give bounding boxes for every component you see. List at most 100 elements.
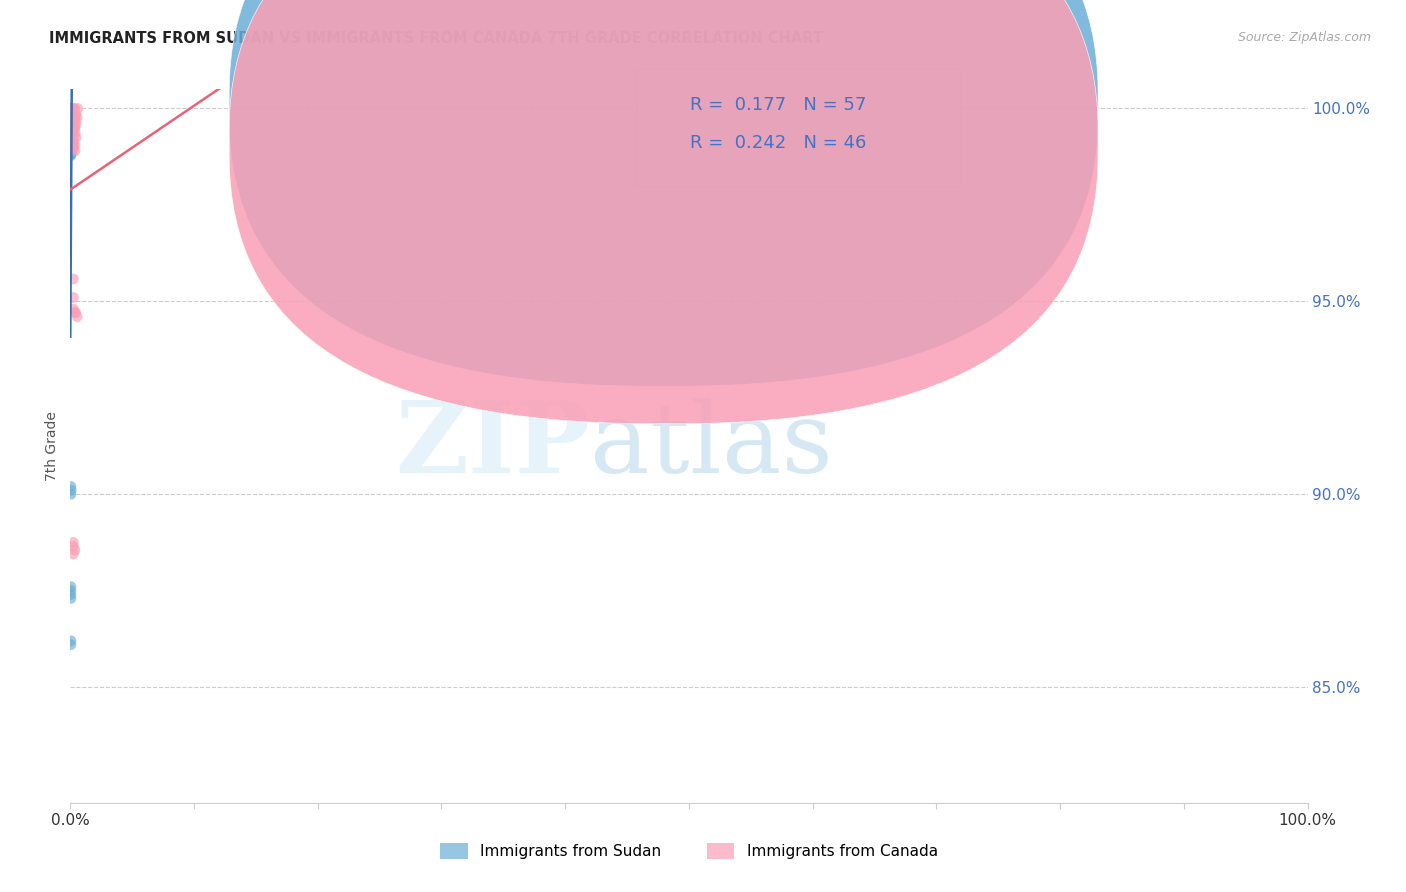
Point	[59, 591, 82, 606]
Point	[60, 134, 83, 148]
Point	[59, 117, 82, 131]
Point	[59, 121, 82, 136]
Point	[60, 483, 83, 498]
Point	[59, 580, 82, 594]
Point	[62, 108, 84, 122]
Point	[59, 487, 82, 501]
Point	[60, 119, 83, 133]
Point	[60, 118, 83, 132]
Point	[63, 102, 86, 116]
Point	[62, 105, 84, 120]
Point	[62, 122, 84, 136]
Point	[62, 120, 84, 135]
Point	[62, 113, 84, 128]
Text: R =  0.242   N = 46: R = 0.242 N = 46	[690, 134, 866, 152]
Point	[60, 138, 83, 153]
Point	[63, 112, 86, 127]
Point	[63, 543, 86, 558]
Point	[59, 125, 82, 139]
Point	[59, 136, 82, 151]
Point	[59, 136, 82, 151]
Point	[59, 140, 82, 154]
Text: IMMIGRANTS FROM SUDAN VS IMMIGRANTS FROM CANADA 7TH GRADE CORRELATION CHART: IMMIGRANTS FROM SUDAN VS IMMIGRANTS FROM…	[49, 31, 823, 46]
Point	[62, 535, 84, 549]
Point	[59, 638, 82, 652]
Point	[62, 111, 84, 125]
Point	[59, 120, 82, 134]
Point	[60, 105, 83, 120]
Point	[63, 144, 86, 158]
Point	[59, 139, 82, 153]
Point	[60, 136, 83, 150]
Point	[59, 147, 82, 161]
Point	[65, 116, 87, 130]
Point	[59, 145, 82, 160]
Point	[63, 138, 86, 153]
Point	[59, 111, 82, 125]
Point	[59, 124, 82, 138]
Point	[63, 115, 86, 129]
Point	[59, 144, 82, 158]
Point	[63, 305, 86, 319]
Point	[66, 310, 89, 324]
Point	[60, 112, 83, 127]
Point	[60, 102, 83, 116]
Point	[60, 128, 83, 143]
Point	[62, 539, 84, 553]
Point	[59, 110, 82, 124]
Point	[59, 113, 82, 128]
Point	[62, 142, 84, 156]
Point	[65, 107, 87, 121]
Point	[60, 120, 83, 135]
Point	[60, 133, 83, 147]
Y-axis label: 7th Grade: 7th Grade	[45, 411, 59, 481]
Point	[60, 107, 83, 121]
Text: atlas: atlas	[591, 398, 832, 494]
Point	[62, 119, 84, 133]
Point	[59, 142, 82, 156]
Point	[59, 102, 82, 116]
Point	[63, 120, 86, 134]
Point	[62, 117, 84, 131]
Point	[60, 103, 83, 118]
Point	[60, 125, 83, 139]
Point	[59, 141, 82, 155]
Point	[62, 132, 84, 146]
Point	[66, 102, 89, 116]
Point	[62, 102, 84, 116]
Point	[59, 133, 82, 147]
Point	[65, 130, 87, 145]
Point	[60, 131, 83, 145]
Point	[60, 132, 83, 146]
Point	[66, 110, 89, 124]
Point	[62, 547, 84, 561]
Point	[59, 130, 82, 145]
Point	[59, 148, 82, 162]
Point	[63, 127, 86, 141]
Point	[62, 291, 84, 305]
Point	[60, 125, 83, 139]
Point	[60, 115, 83, 129]
Legend: Immigrants from Sudan, Immigrants from Canada: Immigrants from Sudan, Immigrants from C…	[440, 844, 938, 859]
Point	[62, 301, 84, 316]
Point	[59, 103, 82, 118]
Point	[59, 145, 82, 159]
Point	[62, 128, 84, 143]
Point	[60, 109, 83, 123]
Point	[62, 125, 84, 139]
Point	[59, 113, 82, 128]
Point	[59, 116, 82, 130]
Point	[60, 122, 83, 136]
Point	[59, 587, 82, 601]
Point	[65, 306, 87, 320]
Text: R =  0.177   N = 57: R = 0.177 N = 57	[690, 96, 866, 114]
Point	[62, 140, 84, 154]
Point	[59, 129, 82, 144]
Point	[60, 102, 83, 116]
Point	[59, 633, 82, 648]
Point	[60, 118, 83, 132]
Point	[63, 109, 86, 123]
Point	[63, 121, 86, 136]
Point	[59, 479, 82, 493]
Point	[59, 128, 82, 142]
